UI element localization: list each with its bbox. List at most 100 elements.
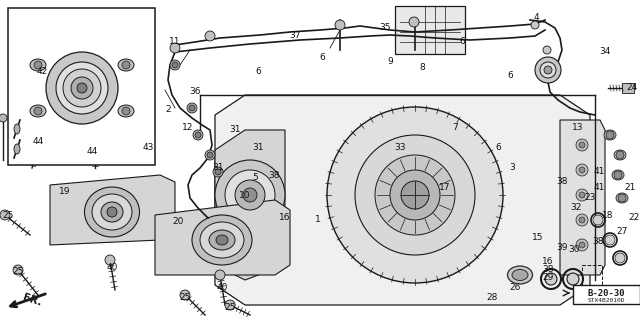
Text: 20: 20	[172, 218, 184, 226]
Ellipse shape	[614, 150, 626, 160]
Ellipse shape	[14, 144, 20, 154]
Text: 40: 40	[216, 284, 228, 293]
Text: 6: 6	[459, 38, 465, 47]
Ellipse shape	[107, 207, 117, 217]
Text: 6: 6	[255, 68, 261, 77]
Circle shape	[576, 139, 588, 151]
Ellipse shape	[535, 57, 561, 83]
Ellipse shape	[225, 170, 275, 220]
Ellipse shape	[616, 193, 628, 203]
Ellipse shape	[544, 66, 552, 74]
Text: 10: 10	[239, 190, 251, 199]
Text: 4: 4	[533, 13, 539, 23]
Text: 16: 16	[542, 257, 554, 266]
Circle shape	[579, 192, 585, 198]
Ellipse shape	[84, 187, 140, 237]
Ellipse shape	[0, 114, 7, 122]
Text: 24: 24	[627, 84, 637, 93]
Ellipse shape	[543, 46, 551, 54]
Circle shape	[606, 131, 614, 139]
Circle shape	[207, 152, 213, 158]
Circle shape	[205, 31, 215, 41]
Text: 25: 25	[224, 303, 236, 313]
Circle shape	[576, 214, 588, 226]
Text: 23: 23	[584, 194, 596, 203]
Circle shape	[172, 62, 178, 68]
Circle shape	[215, 270, 225, 280]
Circle shape	[579, 142, 585, 148]
Ellipse shape	[401, 181, 429, 209]
Circle shape	[189, 105, 195, 111]
Ellipse shape	[390, 170, 440, 220]
Text: 18: 18	[602, 211, 614, 219]
Circle shape	[35, 140, 45, 150]
Text: 30: 30	[568, 246, 580, 255]
Text: 25: 25	[3, 211, 13, 219]
Circle shape	[593, 215, 603, 225]
Text: 19: 19	[60, 188, 71, 197]
Text: 6: 6	[319, 54, 325, 63]
Circle shape	[90, 145, 100, 155]
Text: 25: 25	[179, 293, 191, 302]
Bar	[622, 83, 634, 93]
Ellipse shape	[46, 52, 118, 124]
Circle shape	[335, 20, 345, 30]
Circle shape	[122, 61, 130, 69]
Text: STX4B2010D: STX4B2010D	[588, 298, 625, 302]
Bar	[582, 265, 602, 289]
Ellipse shape	[30, 59, 46, 71]
Polygon shape	[155, 200, 290, 275]
Ellipse shape	[192, 215, 252, 265]
Ellipse shape	[71, 77, 93, 99]
Text: 31: 31	[212, 164, 224, 173]
Text: 43: 43	[142, 144, 154, 152]
Text: 39: 39	[556, 243, 568, 253]
Circle shape	[0, 210, 10, 220]
Text: 28: 28	[486, 293, 498, 302]
Ellipse shape	[14, 124, 20, 134]
Text: 35: 35	[380, 24, 391, 33]
Ellipse shape	[604, 130, 616, 140]
Ellipse shape	[56, 62, 108, 114]
Ellipse shape	[243, 188, 257, 202]
Text: 26: 26	[509, 284, 521, 293]
Circle shape	[180, 290, 190, 300]
Circle shape	[576, 164, 588, 176]
Circle shape	[195, 132, 201, 138]
Text: 38: 38	[542, 265, 554, 275]
Ellipse shape	[170, 60, 180, 70]
Ellipse shape	[215, 160, 285, 230]
Circle shape	[122, 107, 130, 115]
Ellipse shape	[567, 273, 579, 285]
Ellipse shape	[118, 105, 134, 117]
Text: 40: 40	[106, 263, 118, 272]
Polygon shape	[50, 175, 175, 245]
Text: 37: 37	[289, 31, 301, 40]
Bar	[8, 8, 155, 165]
Text: 6: 6	[507, 70, 513, 79]
Bar	[573, 285, 640, 304]
Text: 9: 9	[387, 57, 393, 66]
Text: 31: 31	[252, 144, 264, 152]
Circle shape	[616, 151, 624, 159]
Ellipse shape	[92, 194, 132, 230]
Ellipse shape	[327, 107, 503, 283]
Ellipse shape	[216, 235, 228, 245]
Text: 38: 38	[592, 238, 604, 247]
Text: 25: 25	[12, 268, 24, 277]
Circle shape	[614, 171, 622, 179]
Ellipse shape	[540, 62, 556, 78]
Circle shape	[576, 239, 588, 251]
Text: 41: 41	[593, 183, 605, 192]
Circle shape	[34, 107, 42, 115]
Text: B-20-30: B-20-30	[587, 288, 625, 298]
Ellipse shape	[508, 266, 532, 284]
Circle shape	[13, 265, 23, 275]
Bar	[395, 6, 465, 54]
Ellipse shape	[375, 155, 455, 235]
Circle shape	[409, 17, 419, 27]
Text: 17: 17	[439, 183, 451, 192]
Text: FR.: FR.	[21, 292, 43, 308]
Ellipse shape	[545, 273, 557, 285]
Text: 29: 29	[542, 273, 554, 283]
